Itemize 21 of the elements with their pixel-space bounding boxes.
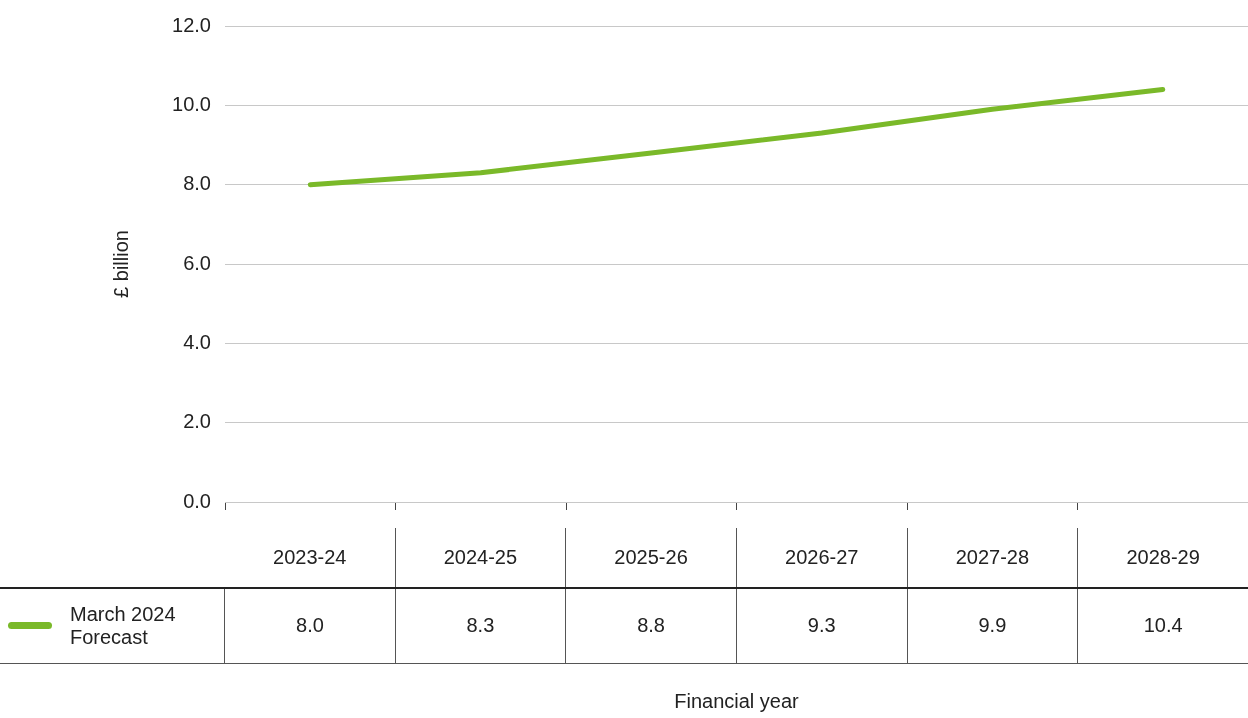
x-tick-label: 2026-27 [736,528,908,588]
x-tick-label: 2027-28 [907,528,1078,588]
y-tick-label: 6.0 [183,251,211,274]
data-label: 10.4 [1077,588,1248,663]
x-tick-label: 2028-29 [1077,528,1248,588]
x-tick-label: 2025-26 [565,528,737,588]
data-label: 8.3 [395,588,566,663]
text: Financial year [673,690,800,713]
x-tick-label: 2024-25 [395,528,566,588]
data-label: 8.8 [565,588,737,663]
y-tick-label: 8.0 [183,172,211,195]
y-tick-label: 2.0 [183,410,211,433]
data-label: 9.9 [907,588,1078,663]
y-tick-label: 4.0 [183,330,211,353]
y-tick-label: 0.0 [183,489,211,512]
y-tick-label: 12.0 [172,13,211,36]
x-tick-label: 2023-24 [224,528,396,588]
y-tick-label: 10.0 [172,92,211,115]
data-label: 9.3 [736,588,908,663]
y-axis-title: £ billion [109,230,132,298]
legend-label: March 2024 Forecast [70,602,177,649]
